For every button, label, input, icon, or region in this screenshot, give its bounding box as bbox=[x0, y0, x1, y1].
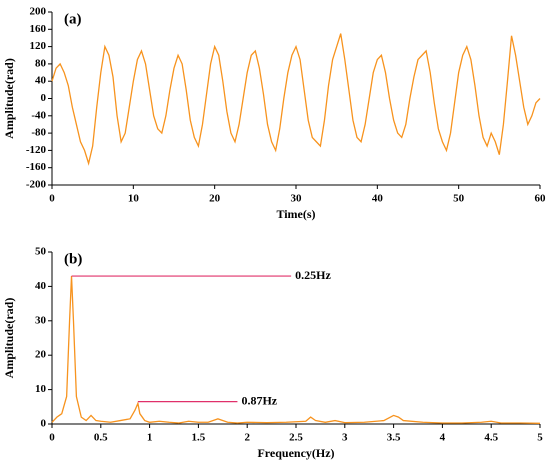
x-tick-label: 10 bbox=[128, 193, 140, 205]
y-tick-label: 20 bbox=[35, 349, 47, 361]
y-tick-label: 160 bbox=[30, 23, 47, 35]
y-tick-label: 10 bbox=[35, 383, 47, 395]
x-tick-label: 4 bbox=[440, 432, 446, 444]
x-tick-label: 2 bbox=[244, 432, 250, 444]
y-tick-label: 50 bbox=[35, 246, 47, 258]
x-tick-label: 30 bbox=[291, 193, 303, 205]
y-tick-label: 30 bbox=[35, 314, 47, 326]
y-tick-label: 40 bbox=[35, 280, 47, 292]
y-tick-label: -80 bbox=[31, 127, 46, 139]
y-tick-label: 0 bbox=[41, 92, 47, 104]
x-axis-label: Frequency(Hz) bbox=[257, 446, 334, 460]
x-tick-label: 0 bbox=[49, 193, 55, 205]
x-tick-label: 3 bbox=[342, 432, 348, 444]
y-axis-label: Amplitude(rad) bbox=[2, 298, 16, 379]
data-line bbox=[51, 33, 541, 166]
x-tick-label: 0 bbox=[49, 432, 55, 444]
y-tick-label: 200 bbox=[30, 6, 47, 18]
x-tick-label: 4.5 bbox=[484, 432, 498, 444]
panel-label: (b) bbox=[64, 251, 82, 267]
y-tick-label: -120 bbox=[26, 144, 47, 156]
x-tick-label: 20 bbox=[209, 193, 221, 205]
x-tick-label: 40 bbox=[372, 193, 384, 205]
y-tick-label: 80 bbox=[35, 57, 47, 69]
x-axis-label: Time(s) bbox=[276, 207, 315, 221]
y-tick-label: -40 bbox=[31, 109, 46, 121]
annotation-text: 0.25Hz bbox=[295, 268, 331, 282]
x-tick-label: 2.5 bbox=[289, 432, 303, 444]
x-tick-label: 0.5 bbox=[94, 432, 108, 444]
y-tick-label: 120 bbox=[30, 40, 47, 52]
y-tick-label: 0 bbox=[41, 418, 47, 430]
y-tick-label: -200 bbox=[26, 179, 47, 191]
x-tick-label: 3.5 bbox=[387, 432, 401, 444]
x-tick-label: 60 bbox=[535, 193, 547, 205]
y-tick-label: -160 bbox=[26, 161, 47, 173]
panel-label: (a) bbox=[64, 11, 82, 27]
y-axis-label: Amplitude(rad) bbox=[2, 58, 16, 139]
x-tick-label: 50 bbox=[453, 193, 465, 205]
x-tick-label: 1.5 bbox=[192, 432, 206, 444]
y-tick-label: 40 bbox=[35, 75, 47, 87]
x-tick-label: 1 bbox=[147, 432, 153, 444]
x-tick-label: 5 bbox=[537, 432, 543, 444]
annotation-text: 0.87Hz bbox=[241, 393, 277, 407]
data-line bbox=[51, 276, 541, 424]
